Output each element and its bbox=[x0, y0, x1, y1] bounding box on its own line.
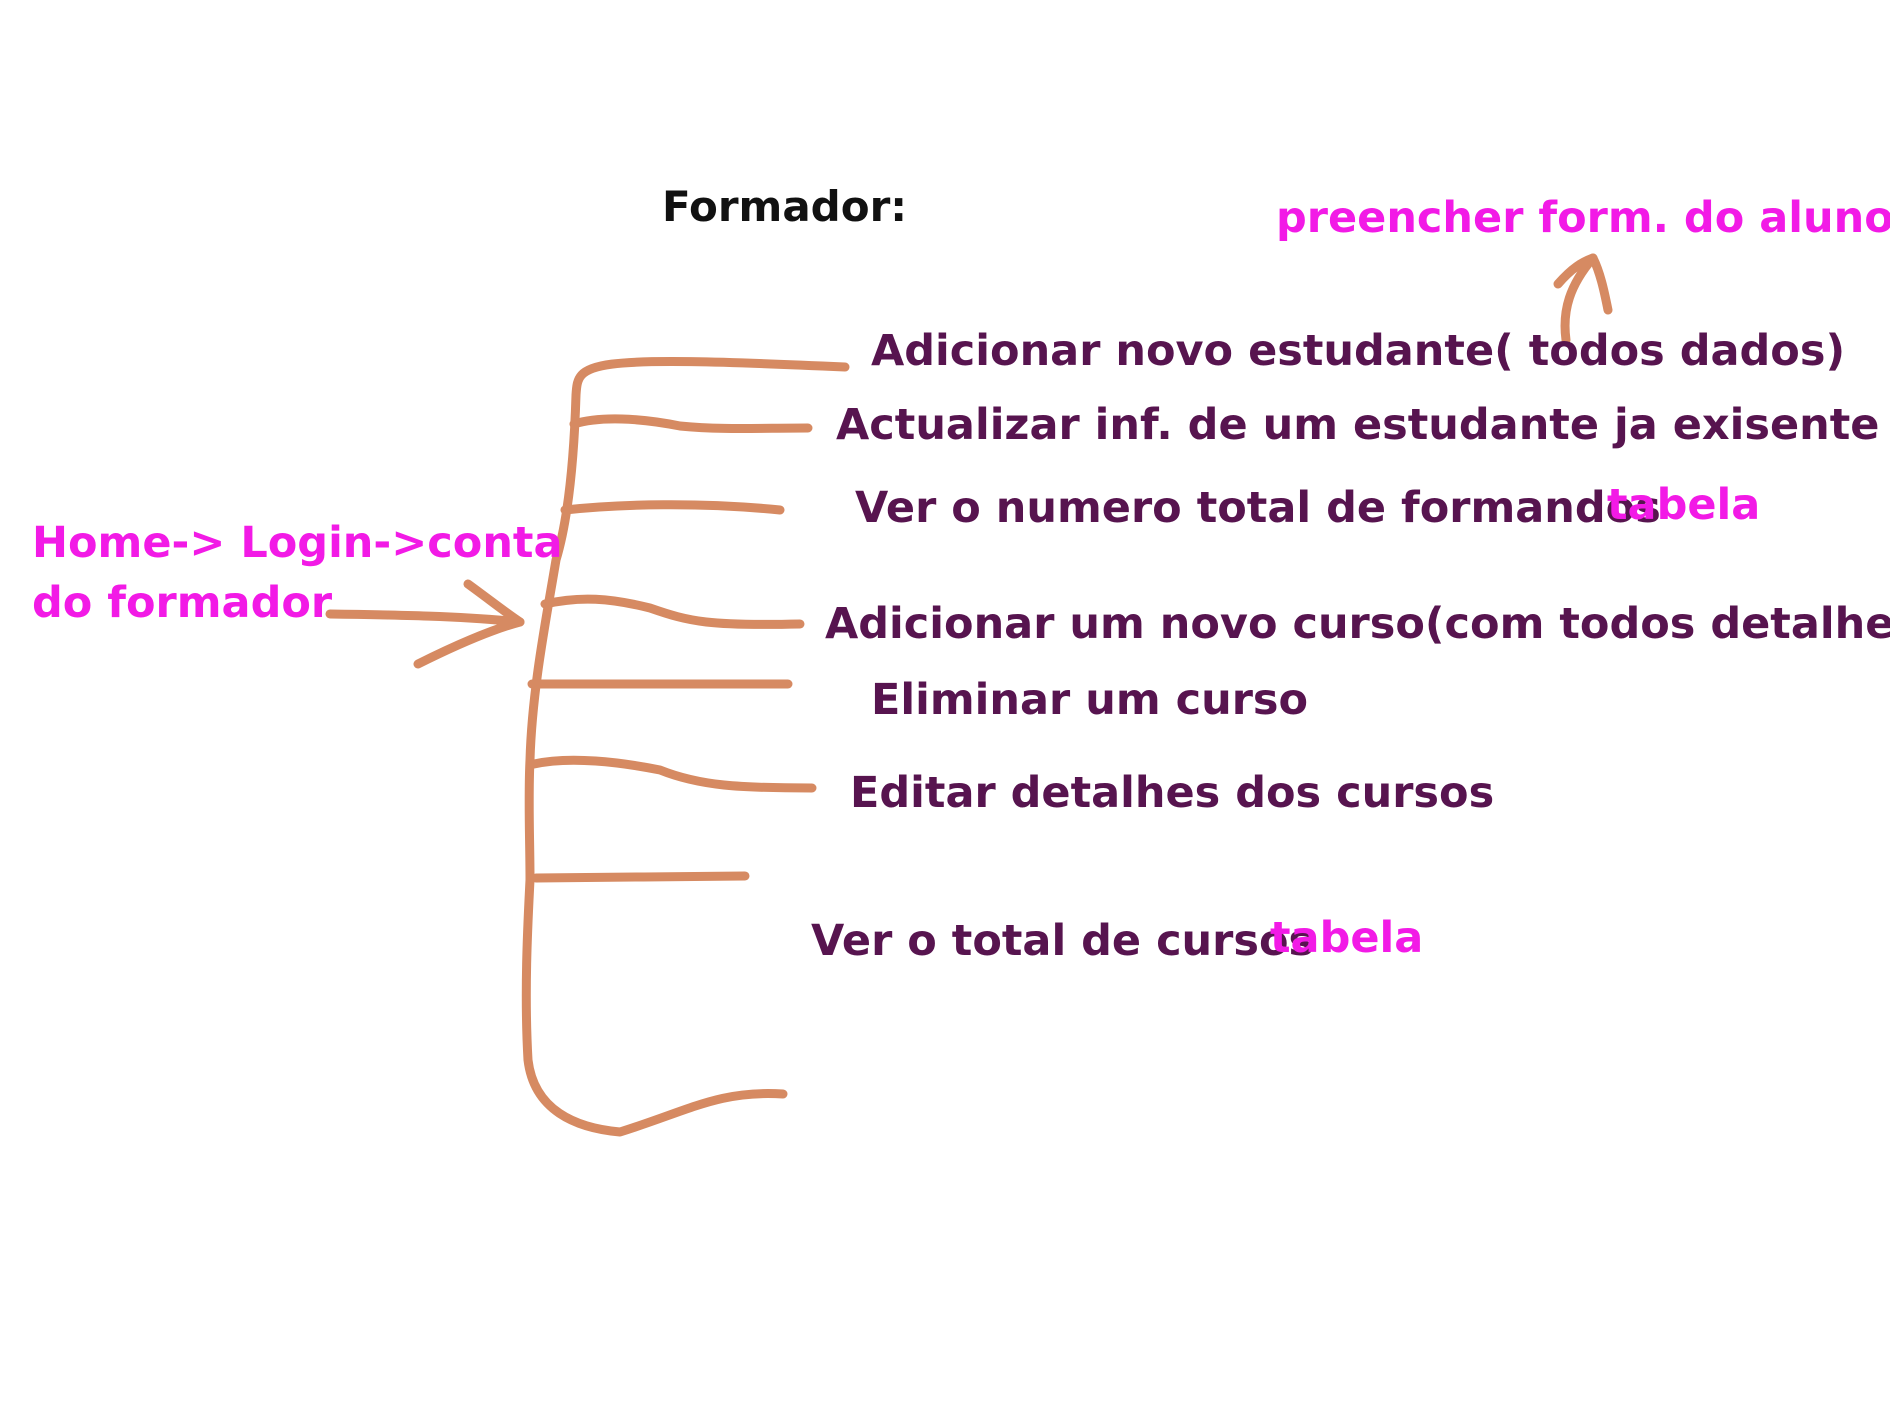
branch-4 bbox=[540, 594, 805, 629]
branch-3 bbox=[560, 500, 785, 515]
menu-item-add-course: Adicionar um novo curso(com todos detalh… bbox=[825, 599, 1890, 649]
callout-arrow-head bbox=[1553, 253, 1613, 315]
callout-label: preencher form. do aluno bbox=[1276, 193, 1890, 243]
menu-item-total-courses: Ver o total de cursos bbox=[811, 916, 1315, 966]
menu-item-edit-courses: Editar detalhes dos cursos bbox=[850, 768, 1495, 818]
bracket-spine bbox=[521, 357, 850, 1137]
menu-item-update-student: Actualizar inf. de um estudante ja exise… bbox=[836, 400, 1880, 450]
entry-point-line-1: Home-> Login->conta bbox=[32, 518, 563, 568]
branch-6 bbox=[529, 755, 817, 793]
entry-arrow-head bbox=[413, 579, 525, 669]
entry-point-label: Home-> Login->conta do formador bbox=[32, 513, 563, 633]
entry-arrow-shaft bbox=[325, 609, 525, 627]
menu-item-add-student: Adicionar novo estudante( todos dados) bbox=[871, 326, 1846, 376]
menu-item-total-trainees: Ver o numero total de formandos bbox=[855, 483, 1661, 533]
diagram-title: Formador: bbox=[662, 182, 908, 231]
branch-2 bbox=[569, 414, 813, 433]
menu-item-total-courses-note: tabela bbox=[1270, 913, 1424, 963]
entry-point-line-2: do formador bbox=[32, 578, 333, 628]
branch-7 bbox=[531, 871, 750, 883]
menu-item-total-trainees-note: tabela bbox=[1607, 480, 1761, 530]
callout-arrow-shaft bbox=[1560, 253, 1598, 345]
menu-item-delete-course: Eliminar um curso bbox=[871, 675, 1309, 725]
